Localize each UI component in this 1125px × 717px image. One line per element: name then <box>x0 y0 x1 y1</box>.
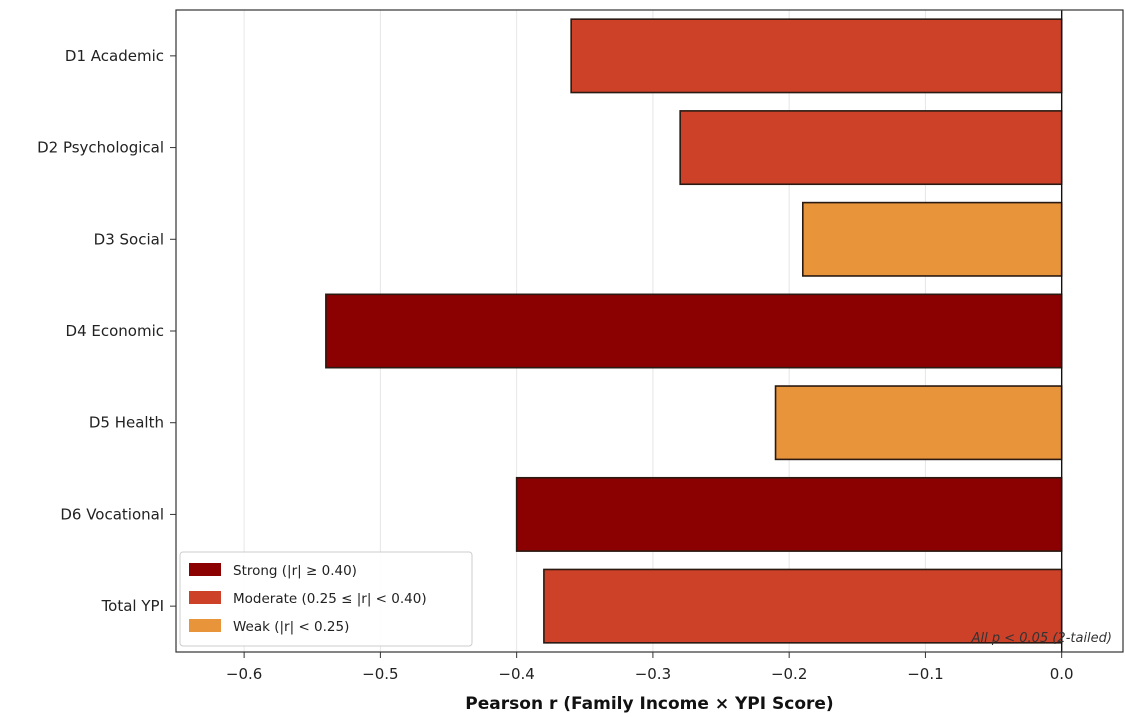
y-axis-ticks: D1 Academic D2 Psychological D3 Social D4 E… <box>37 47 176 615</box>
legend-label-strong: Strong (|r| ≥ 0.40) <box>233 563 357 579</box>
legend-box <box>179 551 473 647</box>
x-tick-label: −0.4 <box>498 665 534 683</box>
significance-annotation: All p < 0.05 (2-tailed) <box>971 631 1112 646</box>
x-axis-title: Pearson r (Family Income × YPI Score) <box>465 694 833 714</box>
bar-d5-health <box>774 385 1063 461</box>
x-tick-label: −0.1 <box>907 665 943 683</box>
x-tick-label: −0.5 <box>362 665 398 683</box>
legend-swatch-moderate <box>189 591 221 604</box>
legend-label-moderate: Moderate (0.25 ≤ |r| < 0.40) <box>233 591 427 607</box>
legend-swatch-weak <box>189 619 221 632</box>
x-tick-label: −0.6 <box>226 665 262 683</box>
x-tick-label: −0.3 <box>635 665 671 683</box>
y-tick-label: D4 Economic <box>66 322 164 340</box>
y-tick-label: D5 Health <box>89 414 164 432</box>
bar-total-ypi <box>543 568 1063 644</box>
bar-d3-social <box>801 201 1063 277</box>
x-tick-label: 0.0 <box>1050 665 1074 683</box>
y-tick-label: D1 Academic <box>65 47 164 65</box>
bar-d4-economic <box>325 293 1063 369</box>
bars <box>325 18 1063 644</box>
x-axis-ticks: −0.6 −0.5 −0.4 −0.3 −0.2 −0.1 0.0 <box>226 652 1074 683</box>
y-tick-label: Total YPI <box>101 597 164 615</box>
legend: Strong (|r| ≥ 0.40) Moderate (0.25 ≤ |r| … <box>179 551 473 647</box>
x-tick-label: −0.2 <box>771 665 807 683</box>
bar-d1-academic <box>570 18 1063 94</box>
legend-swatch-strong <box>189 563 221 576</box>
bar-d6-vocational <box>515 476 1063 552</box>
y-tick-label: D6 Vocational <box>60 505 164 523</box>
y-tick-label: D3 Social <box>94 230 164 248</box>
legend-label-weak: Weak (|r| < 0.25) <box>233 619 349 635</box>
y-tick-label: D2 Psychological <box>37 139 164 157</box>
bar-d2-psychological <box>679 110 1063 186</box>
